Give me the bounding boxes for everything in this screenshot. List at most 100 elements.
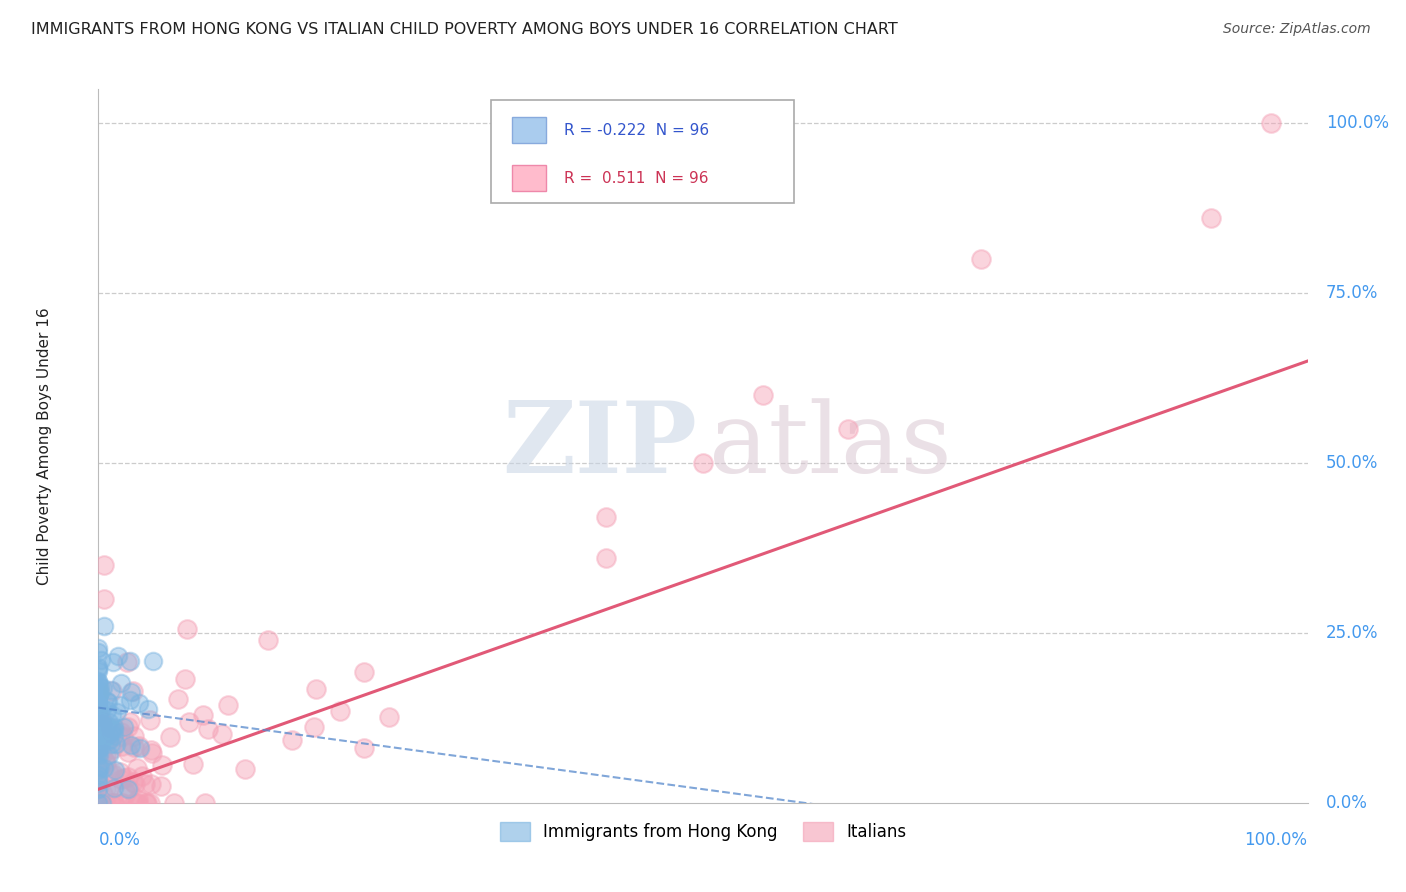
Point <box>110 772 132 786</box>
Point <box>98 766 121 780</box>
Point <box>128 741 150 756</box>
Point <box>141 746 163 760</box>
Point <box>103 796 125 810</box>
Point <box>87 768 110 782</box>
Point <box>117 745 139 759</box>
Point <box>87 674 110 689</box>
Point <box>87 715 110 730</box>
Point <box>87 715 110 730</box>
Point <box>87 772 110 787</box>
Point <box>1260 116 1282 130</box>
Text: ZIP: ZIP <box>502 398 697 494</box>
Point <box>112 720 135 734</box>
Point <box>117 770 139 784</box>
Point <box>111 796 134 810</box>
Point <box>89 796 111 810</box>
Point <box>305 681 328 696</box>
Point <box>93 754 115 768</box>
Point <box>692 456 714 470</box>
Text: 25.0%: 25.0% <box>1326 624 1378 642</box>
FancyBboxPatch shape <box>512 117 546 143</box>
Point <box>91 772 114 786</box>
Point <box>97 783 120 797</box>
Point <box>595 510 617 524</box>
Point <box>87 741 110 756</box>
Point <box>110 796 132 810</box>
Point <box>93 727 115 741</box>
Point <box>87 723 110 738</box>
FancyBboxPatch shape <box>512 165 546 191</box>
Point <box>118 654 141 668</box>
Point <box>87 698 110 713</box>
Point <box>94 747 117 762</box>
Point <box>329 704 352 718</box>
Point <box>91 716 114 731</box>
Point <box>87 706 110 720</box>
Point <box>139 796 162 810</box>
Point <box>87 696 110 710</box>
Point <box>302 720 325 734</box>
Point <box>100 726 122 740</box>
Point <box>124 729 146 743</box>
Point <box>117 782 139 797</box>
Point <box>87 712 110 726</box>
Point <box>194 796 217 810</box>
Point <box>197 723 219 737</box>
Point <box>87 665 110 679</box>
Text: 100.0%: 100.0% <box>1244 831 1308 849</box>
Text: 0.0%: 0.0% <box>98 831 141 849</box>
Point <box>139 713 162 727</box>
Point <box>90 653 112 667</box>
Point <box>96 756 118 771</box>
Point <box>87 723 110 737</box>
Point <box>127 796 149 810</box>
Point <box>127 792 149 806</box>
Point <box>103 780 125 795</box>
Text: R = -0.222  N = 96: R = -0.222 N = 96 <box>564 123 709 138</box>
Point <box>256 632 278 647</box>
Point <box>118 692 141 706</box>
Point <box>87 645 110 659</box>
Point <box>103 655 125 669</box>
Point <box>87 723 110 738</box>
Point <box>89 685 111 699</box>
Point <box>136 702 159 716</box>
Point <box>101 742 124 756</box>
Point <box>89 680 111 694</box>
Point <box>121 684 143 698</box>
Point <box>87 662 110 676</box>
Text: Child Poverty Among Boys Under 16: Child Poverty Among Boys Under 16 <box>37 307 52 585</box>
Point <box>136 796 159 810</box>
Point <box>101 722 124 736</box>
Point <box>91 796 114 810</box>
Point <box>120 715 142 730</box>
Point <box>114 786 136 800</box>
Point <box>135 796 157 810</box>
Point <box>100 683 122 698</box>
Point <box>87 714 110 729</box>
Point <box>87 744 110 758</box>
Point <box>128 697 150 711</box>
Point <box>97 695 120 709</box>
Point <box>120 685 142 699</box>
Point <box>87 686 110 700</box>
Point <box>1199 211 1222 226</box>
Point <box>87 703 110 717</box>
Point <box>87 728 110 742</box>
Point <box>595 551 617 566</box>
Point <box>94 781 117 796</box>
Point <box>87 689 110 703</box>
Point <box>87 737 110 751</box>
Point <box>89 734 111 748</box>
Point <box>87 742 110 756</box>
Point <box>103 796 125 810</box>
Point <box>124 777 146 791</box>
Point <box>837 422 859 436</box>
Point <box>87 781 110 796</box>
Point <box>117 720 139 734</box>
Point <box>377 710 399 724</box>
Point <box>100 796 122 810</box>
Point <box>87 699 110 714</box>
Point <box>108 729 131 743</box>
Point <box>179 715 201 730</box>
